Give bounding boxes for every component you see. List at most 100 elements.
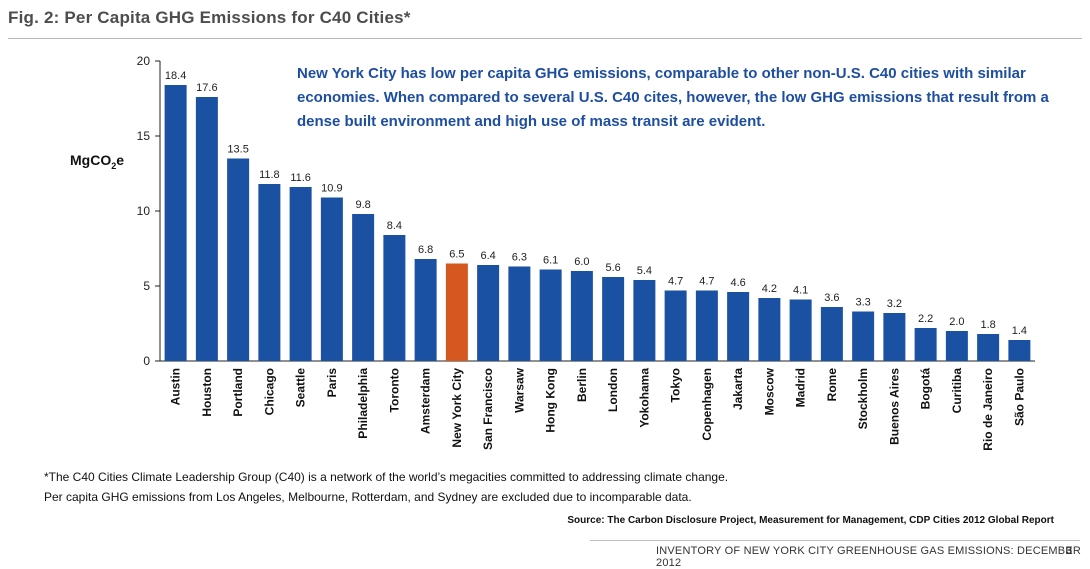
footnote-line-1: *The C40 Cities Climate Leadership Group… xyxy=(44,470,729,484)
data-label: 6.4 xyxy=(480,250,495,262)
x-tick-label: Buenos Aires xyxy=(887,368,901,445)
data-label: 5.4 xyxy=(637,265,652,277)
footer-divider xyxy=(590,540,1080,541)
bar xyxy=(602,277,625,361)
page-number: 3 xyxy=(1066,545,1073,557)
y-axis-label-main: MgCO xyxy=(70,152,112,168)
data-label: 4.2 xyxy=(762,283,777,295)
footnote: *The C40 Cities Climate Leadership Group… xyxy=(44,467,728,507)
y-tick-label: 20 xyxy=(137,54,151,68)
x-tick-label: London xyxy=(606,368,620,412)
x-tick-label: Austin xyxy=(169,368,183,405)
bar xyxy=(945,331,968,361)
data-label: 18.4 xyxy=(165,70,186,82)
bar xyxy=(570,271,593,361)
data-label: 4.7 xyxy=(699,276,714,288)
data-label: 9.8 xyxy=(355,199,370,211)
x-tick-label: Curitiba xyxy=(950,368,964,414)
chart-bars xyxy=(164,85,1031,361)
data-label: 4.1 xyxy=(793,285,808,297)
data-label: 3.2 xyxy=(887,298,902,310)
bar xyxy=(164,85,187,361)
x-tick-label: Berlin xyxy=(575,368,589,402)
title-divider xyxy=(8,38,1082,39)
x-tick-label: Rome xyxy=(825,368,839,402)
chart-annotation: New York City has low per capita GHG emi… xyxy=(297,65,1049,130)
data-label: 1.8 xyxy=(980,319,995,331)
y-tick-label: 5 xyxy=(143,279,150,293)
x-tick-label: Moscow xyxy=(762,367,776,415)
bar xyxy=(883,313,906,361)
data-label: 13.5 xyxy=(227,144,248,156)
x-tick-label: Toronto xyxy=(387,368,401,412)
x-tick-label: São Paulo xyxy=(1012,368,1026,426)
figure-title: Fig. 2: Per Capita GHG Emissions for C40… xyxy=(8,8,411,27)
data-label: 10.9 xyxy=(321,183,342,195)
bar xyxy=(477,265,500,361)
bar xyxy=(789,299,812,361)
bar xyxy=(195,97,218,361)
bar-chart: 0 5 10 15 20 18.4 Austin 17.6 Houston 13.5 Portla… xyxy=(137,54,1035,451)
x-tick-label: Stockholm xyxy=(856,368,870,429)
footer-text: INVENTORY OF NEW YORK CITY GREENHOUSE GA… xyxy=(656,545,1081,569)
bar xyxy=(539,269,562,361)
x-tick-label: Philadelphia xyxy=(356,368,370,439)
x-tick-label: Yokohama xyxy=(637,368,651,428)
x-tick-label: Jakarta xyxy=(731,368,745,410)
x-tick-label: New York City xyxy=(450,368,464,448)
bar xyxy=(633,280,656,361)
data-label: 11.6 xyxy=(290,172,311,184)
bar xyxy=(227,158,250,361)
bar xyxy=(914,328,937,361)
bar xyxy=(508,266,531,361)
y-tick-label: 0 xyxy=(143,354,150,368)
bar xyxy=(695,290,718,361)
bar xyxy=(289,187,312,361)
data-label: 3.6 xyxy=(824,292,839,304)
bar xyxy=(820,307,843,361)
bar xyxy=(1008,340,1031,361)
bar xyxy=(852,311,875,361)
data-label: 4.7 xyxy=(668,276,683,288)
bar xyxy=(320,197,343,361)
x-tick-label: Chicago xyxy=(262,368,276,415)
data-label: 6.5 xyxy=(449,249,464,261)
y-axis-label: MgCO2e xyxy=(70,152,124,171)
y-tick-label: 10 xyxy=(137,204,151,218)
data-label: 17.6 xyxy=(196,82,217,94)
bar xyxy=(414,259,437,361)
data-label: 5.6 xyxy=(605,262,620,274)
data-label: 3.3 xyxy=(855,297,870,309)
x-tick-label: Rio de Janeiro xyxy=(981,368,995,451)
data-label: 6.8 xyxy=(418,244,433,256)
data-label: 1.4 xyxy=(1012,325,1027,337)
data-label: 11.8 xyxy=(259,169,280,181)
x-tick-label: Portland xyxy=(231,368,245,417)
x-tick-label: Warsaw xyxy=(512,367,526,413)
bar xyxy=(727,292,750,361)
data-label: 6.3 xyxy=(512,252,527,264)
x-tick-label: Hong Kong xyxy=(544,368,558,433)
y-tick-label: 15 xyxy=(137,129,151,143)
x-tick-label: Paris xyxy=(325,368,339,398)
data-label: 6.1 xyxy=(543,255,558,267)
x-tick-label: Madrid xyxy=(794,368,808,407)
x-tick-label: Houston xyxy=(200,368,214,417)
x-tick-label: Amsterdam xyxy=(419,368,433,434)
bar xyxy=(258,184,281,361)
x-tick-label: San Francisco xyxy=(481,368,495,450)
bar xyxy=(445,263,468,361)
y-axis-label-subscript: 2 xyxy=(111,160,117,171)
data-label: 4.6 xyxy=(730,277,745,289)
x-tick-label: Seattle xyxy=(294,368,308,408)
chart-labels: 18.4 Austin 17.6 Houston 13.5 Portland 11.8 Chi… xyxy=(165,70,1027,451)
data-label: 2.2 xyxy=(918,313,933,325)
bar xyxy=(977,334,1000,361)
data-label: 2.0 xyxy=(949,316,964,328)
y-axis-label-suffix: e xyxy=(116,152,125,168)
x-tick-label: Copenhagen xyxy=(700,368,714,441)
source-citation: Source: The Carbon Disclosure Project, M… xyxy=(567,515,1054,526)
bar xyxy=(352,214,375,361)
bar xyxy=(383,235,406,361)
bar xyxy=(758,298,781,361)
